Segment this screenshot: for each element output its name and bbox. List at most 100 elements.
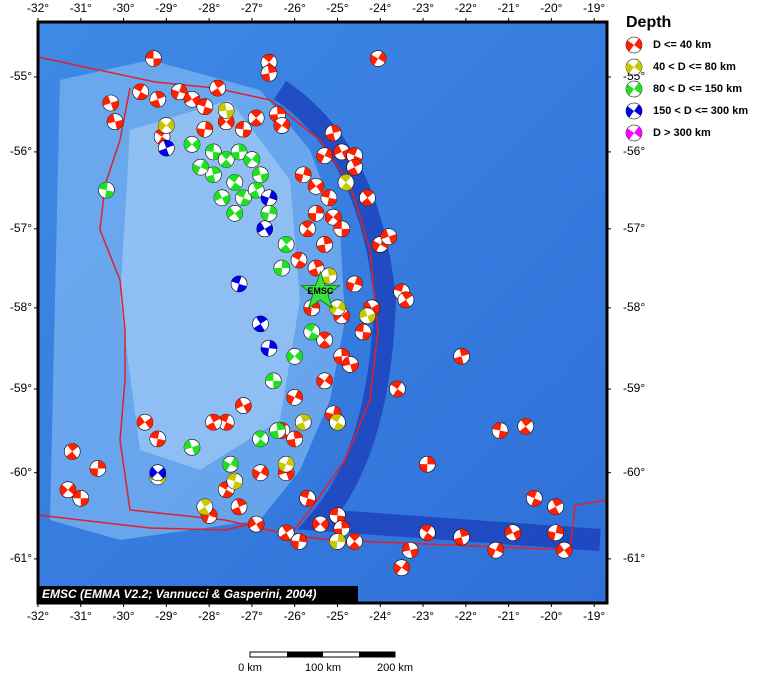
- beachball-quadrant: [205, 143, 215, 152]
- beachball-quadrant: [316, 244, 326, 253]
- beachball-quadrant: [555, 524, 564, 535]
- beachball-quadrant: [273, 120, 282, 132]
- lon-label: -26°: [284, 609, 306, 623]
- beachball-quadrant: [264, 224, 273, 236]
- beachball-quadrant: [218, 115, 227, 128]
- beachball-quadrant: [626, 62, 634, 74]
- earthquake: [333, 520, 351, 537]
- beachball-quadrant: [179, 84, 188, 95]
- beachball-quadrant: [427, 456, 436, 465]
- earthquake: [205, 166, 222, 184]
- lon-label: -22°: [455, 609, 477, 623]
- beachball-quadrant: [200, 159, 209, 171]
- earthquake: [269, 422, 286, 439]
- earthquake: [205, 143, 222, 161]
- beachball-quadrant: [342, 356, 351, 367]
- earthquake: [299, 489, 316, 507]
- beachball-quadrant: [495, 542, 504, 554]
- beachball-quadrant: [295, 172, 304, 183]
- beachball-quadrant: [498, 430, 508, 439]
- beachball-quadrant: [347, 147, 358, 156]
- earthquake: [525, 489, 543, 507]
- credit-box: [38, 586, 358, 603]
- beachball-quadrant: [372, 240, 381, 252]
- scale-label: 200 km: [377, 662, 413, 674]
- beachball-quadrant: [392, 389, 404, 398]
- beachball-quadrant: [333, 422, 345, 431]
- beachball-quadrant: [228, 174, 240, 183]
- beachball-quadrant: [67, 443, 79, 452]
- beachball-quadrant: [220, 159, 232, 168]
- beachball-quadrant: [267, 65, 277, 74]
- beachball-quadrant: [226, 206, 235, 219]
- scale-label: 100 km: [305, 662, 341, 674]
- earthquake: [369, 50, 387, 67]
- lon-label: -32°: [27, 1, 49, 15]
- earthquake: [316, 236, 333, 253]
- earthquake: [504, 524, 522, 542]
- lat-label: -55°: [10, 69, 32, 83]
- event-layer: [59, 50, 573, 576]
- beachball-quadrant: [265, 372, 274, 381]
- star-label: EMSC: [307, 286, 334, 296]
- earthquake: [192, 158, 209, 176]
- beachball-quadrant: [281, 524, 293, 533]
- beachball-quadrant: [298, 533, 307, 543]
- legend-item: D <= 40 km: [625, 36, 711, 54]
- beachball-quadrant: [211, 166, 222, 175]
- beachball-quadrant: [248, 517, 257, 529]
- beachball-quadrant: [340, 182, 353, 191]
- lon-label: -29°: [155, 1, 177, 15]
- earthquake: [273, 259, 291, 277]
- beachball-quadrant: [634, 38, 642, 50]
- plate-boundary: [99, 87, 291, 536]
- earthquake: [252, 315, 269, 333]
- beachball-quadrant: [308, 213, 317, 222]
- beachball-quadrant: [394, 283, 405, 292]
- beachball-quadrant: [184, 92, 193, 104]
- earthquake: [209, 79, 226, 97]
- earthquake: [389, 380, 406, 398]
- beachball-quadrant: [388, 233, 397, 245]
- beachball-quadrant: [634, 60, 642, 72]
- beachball-quadrant: [333, 144, 342, 156]
- earthquake: [149, 90, 167, 108]
- earthquake: [230, 275, 248, 293]
- earthquake: [196, 498, 214, 516]
- beachball-quadrant: [329, 540, 338, 550]
- beachball-quadrant: [303, 166, 312, 177]
- earthquake: [183, 136, 201, 153]
- earthquake: [265, 372, 282, 390]
- earthquake: [98, 181, 115, 199]
- earthquake: [307, 204, 325, 222]
- beachball-quadrant: [269, 340, 278, 350]
- beachball-quadrant: [626, 128, 634, 140]
- beachball-quadrant: [80, 498, 89, 507]
- earthquake: [132, 83, 149, 101]
- lon-label: -25°: [326, 1, 348, 15]
- beachball-quadrant: [519, 426, 531, 435]
- earthquake: [320, 267, 338, 285]
- beachball-quadrant: [359, 308, 368, 319]
- beachball-quadrant: [401, 561, 410, 573]
- earthquake: [217, 102, 235, 119]
- beachball-quadrant: [319, 332, 331, 341]
- beachball-quadrant: [487, 546, 496, 558]
- beachball-quadrant: [261, 211, 270, 222]
- beachball-quadrant: [212, 151, 222, 160]
- beachball-quadrant: [327, 197, 337, 206]
- beachball-quadrant: [250, 117, 262, 126]
- earthquake: [303, 323, 321, 341]
- beachball-quadrant: [227, 473, 238, 482]
- beachball-quadrant: [251, 153, 260, 165]
- beachball-quadrant: [205, 174, 216, 183]
- earthquake: [316, 331, 333, 349]
- beachball-quadrant: [281, 260, 290, 269]
- beachball-quadrant: [316, 181, 325, 193]
- earthquake: [294, 413, 312, 431]
- earthquake: [299, 220, 316, 238]
- earthquake: [158, 117, 175, 134]
- earthquake: [329, 413, 346, 431]
- earthquake: [260, 189, 278, 207]
- earthquake: [158, 139, 175, 157]
